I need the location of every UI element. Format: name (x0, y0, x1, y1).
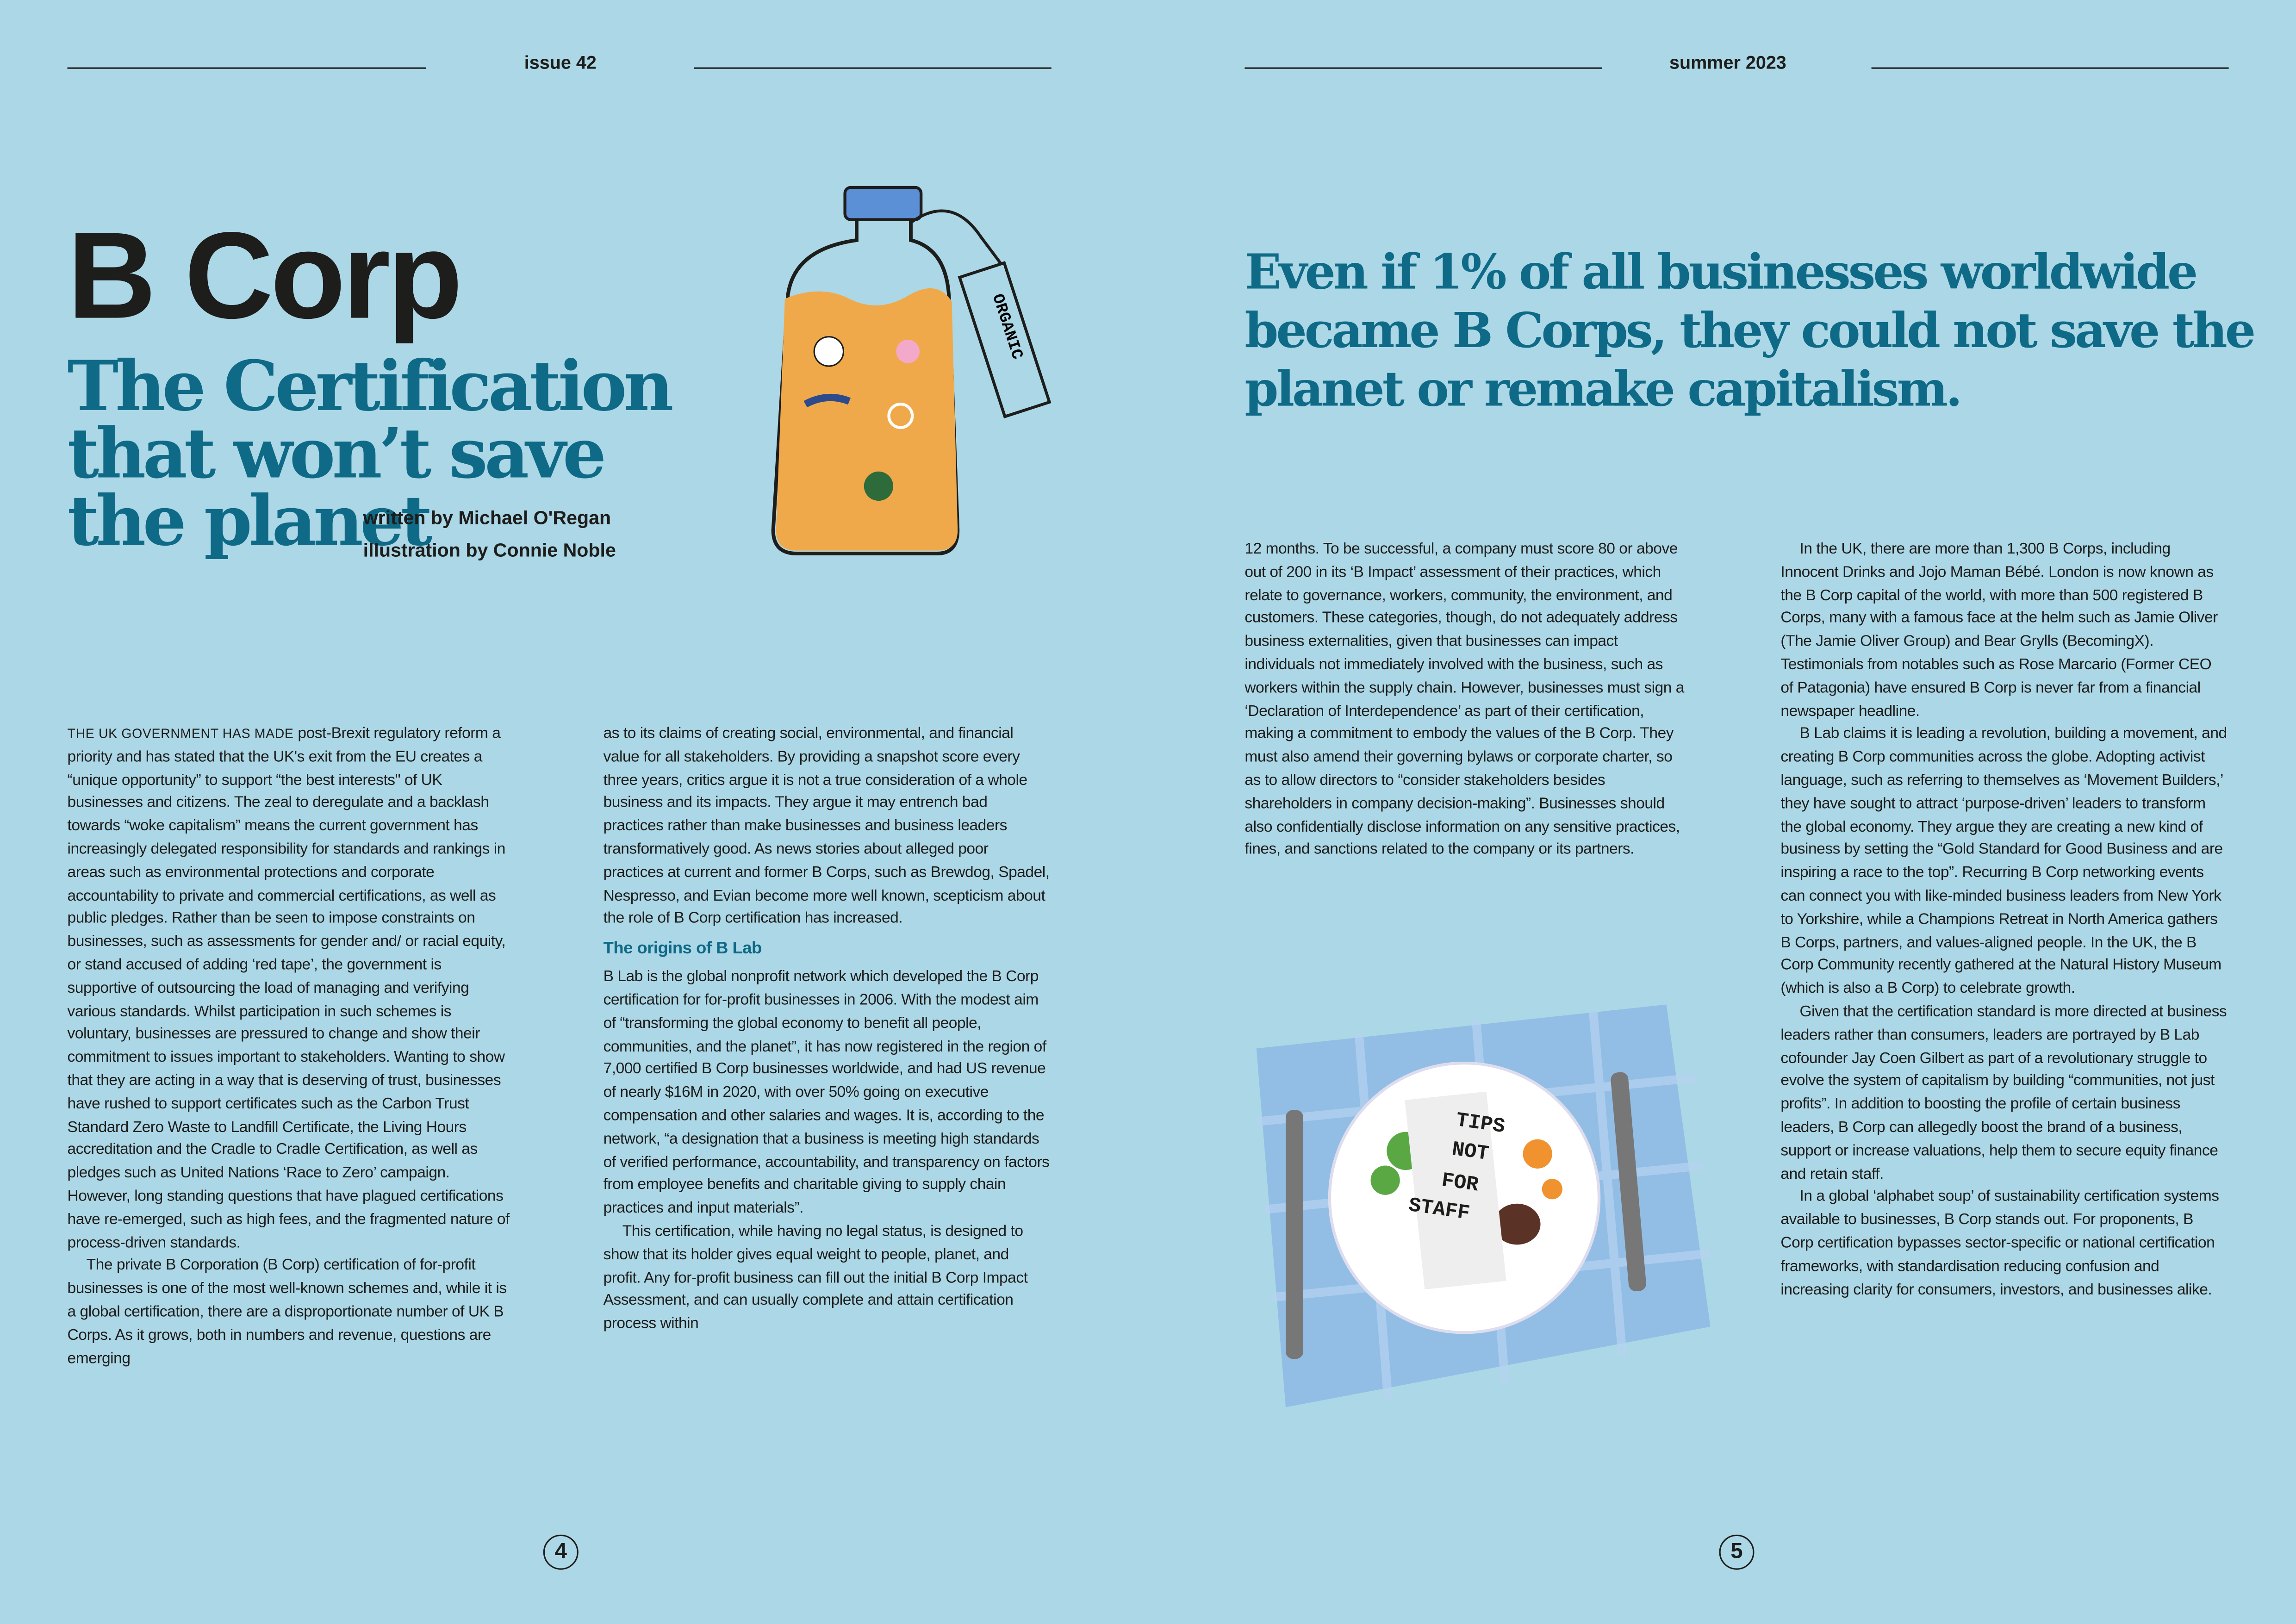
plate-illustration: TIPS NOT FOR STAFF (1256, 1004, 1711, 1407)
header-rule (1871, 67, 2229, 69)
paragraph: B Lab claims it is leading a revolution,… (1780, 725, 2227, 998)
article-subtitle: The Certification that won’t save the pl… (67, 347, 674, 562)
section-heading: The origins of B Lab (603, 940, 762, 958)
column-4: In the UK, there are more than 1,300 B C… (1780, 539, 2227, 1302)
header-rule (1244, 67, 1602, 69)
paragraph: 12 months. To be successful, a company m… (1244, 540, 1684, 859)
credits: written by Michael O'Regan illustration … (363, 502, 616, 566)
header-rule (694, 67, 1052, 69)
paragraph: as to its claims of creating social, env… (603, 725, 1050, 927)
column-2: as to its claims of creating social, env… (604, 723, 1050, 1337)
paragraph: In the UK, there are more than 1,300 B C… (1780, 540, 2218, 720)
paragraph: THE UK GOVERNMENT HAS MADE post-Brexit r… (67, 725, 510, 1251)
paragraph: Given that the certification standard is… (1780, 1003, 2227, 1182)
issue-label: issue 42 (524, 52, 597, 74)
byline: written by Michael O'Regan (363, 506, 611, 529)
plate-note-line: NOT (1450, 1138, 1490, 1166)
pull-quote: Even if 1% of all businesses worldwide b… (1244, 243, 2256, 417)
paragraph: B Lab is the global nonprofit network wh… (603, 968, 1050, 1217)
column-1: THE UK GOVERNMENT HAS MADE post-Brexit r… (68, 723, 514, 1371)
bottle-illustration: ORGANIC (771, 186, 1052, 555)
header-rule (67, 67, 426, 69)
illustrator-credit: illustration by Connie Noble (363, 539, 616, 561)
page-number: 4 (543, 1534, 579, 1570)
column-3: 12 months. To be successful, a company m… (1244, 539, 1691, 863)
page-number: 5 (1719, 1534, 1755, 1570)
article-title: B Corp (67, 206, 463, 344)
paragraph: The private B Corporation (B Corp) certi… (67, 1257, 507, 1367)
paragraph: In a global ‘alphabet soup’ of sustainab… (1780, 1188, 2219, 1298)
lead-in: THE UK GOVERNMENT HAS MADE (67, 726, 294, 741)
paragraph: This certification, while having no lega… (603, 1222, 1028, 1333)
season-label: summer 2023 (1669, 52, 1786, 74)
plate-note-line: FOR (1440, 1169, 1480, 1197)
